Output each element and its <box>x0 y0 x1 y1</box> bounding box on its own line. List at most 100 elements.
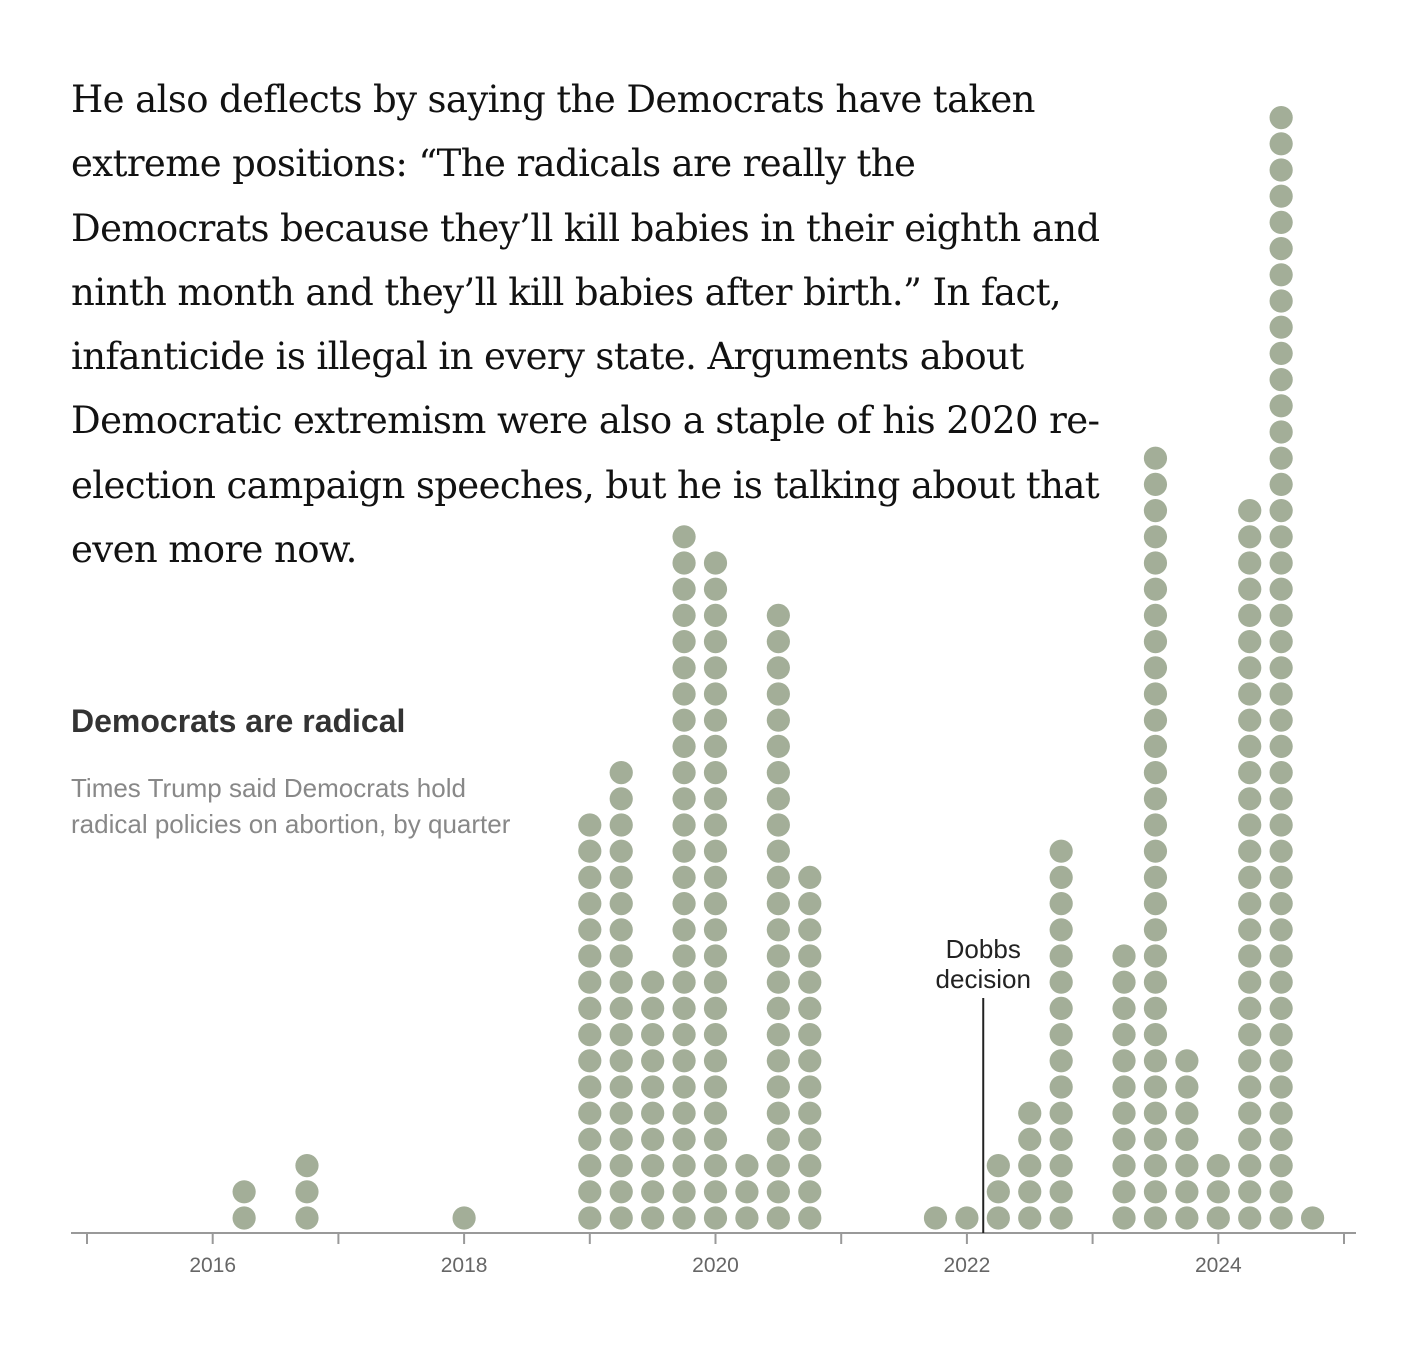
data-dot <box>703 1101 728 1125</box>
data-dot <box>798 1206 822 1230</box>
data-dot <box>1143 787 1168 811</box>
data-dot <box>672 656 696 680</box>
data-dot <box>578 1023 602 1047</box>
data-dot <box>1238 761 1262 785</box>
data-dot <box>1269 996 1293 1021</box>
data-dot <box>1112 1127 1136 1151</box>
data-dot <box>1049 839 1073 863</box>
data-dot <box>703 1075 728 1099</box>
data-dot <box>1269 892 1293 916</box>
data-dot <box>1269 813 1293 837</box>
data-dot <box>766 1049 790 1073</box>
data-dot <box>1269 1127 1293 1151</box>
data-dot <box>641 1049 665 1073</box>
data-dot <box>1269 551 1293 575</box>
data-dot <box>1018 1101 1042 1125</box>
data-dot <box>1269 263 1293 287</box>
data-dot <box>1269 708 1293 732</box>
data-dot <box>609 839 633 863</box>
data-dot <box>1143 656 1168 680</box>
data-dot <box>766 630 790 654</box>
data-dot <box>798 1154 822 1178</box>
data-dot <box>766 708 790 732</box>
chart-title: Democrats are radical <box>71 703 406 739</box>
data-dot <box>641 1127 665 1151</box>
data-dot <box>1269 446 1293 470</box>
data-dot <box>1269 368 1293 392</box>
data-dot <box>1269 1154 1293 1178</box>
data-dot <box>1238 1023 1262 1047</box>
data-dot <box>766 944 790 968</box>
data-dot <box>672 525 696 549</box>
data-dot <box>1269 630 1293 654</box>
data-dot <box>1238 1101 1262 1125</box>
data-dot <box>1269 499 1293 523</box>
data-dot <box>798 1101 822 1125</box>
data-dot <box>1112 944 1136 968</box>
data-dot <box>703 577 728 601</box>
dot-column <box>1238 499 1262 1230</box>
data-dot <box>1269 158 1293 182</box>
data-dot <box>1112 1049 1136 1073</box>
data-dot <box>609 865 633 890</box>
data-dot <box>1206 1154 1230 1178</box>
data-dot <box>672 970 696 994</box>
data-dot <box>1269 1023 1293 1047</box>
data-dot <box>452 1206 476 1230</box>
data-dot <box>1269 1101 1293 1125</box>
data-dot <box>1269 865 1293 890</box>
x-tick-label: 2018 <box>441 1254 488 1277</box>
data-dot <box>1269 839 1293 863</box>
data-dot <box>672 603 696 628</box>
data-dot <box>766 1075 790 1099</box>
data-dot <box>1269 682 1293 706</box>
data-dot <box>766 1023 790 1047</box>
data-dot <box>766 839 790 863</box>
data-dot <box>703 734 728 759</box>
data-dot <box>1175 1127 1199 1151</box>
data-dot <box>986 1206 1010 1230</box>
data-dot <box>1206 1206 1230 1230</box>
data-dot <box>1143 1206 1168 1230</box>
data-dot <box>1238 813 1262 837</box>
data-dot <box>1238 970 1262 994</box>
data-dot <box>703 1180 728 1204</box>
data-dot <box>1143 1154 1168 1178</box>
data-dot <box>1143 1075 1168 1099</box>
dot-column <box>452 1206 476 1230</box>
data-dot <box>986 1180 1010 1204</box>
data-dot <box>578 1127 602 1151</box>
data-dot <box>1238 656 1262 680</box>
data-dot <box>1269 787 1293 811</box>
data-dot <box>609 944 633 968</box>
data-dot <box>1143 1049 1168 1073</box>
data-dot <box>672 630 696 654</box>
data-dot <box>735 1206 759 1230</box>
data-dot <box>766 1154 790 1178</box>
data-dot <box>703 656 728 680</box>
data-dot <box>578 865 602 890</box>
data-dot <box>295 1206 319 1230</box>
data-dot <box>578 970 602 994</box>
data-dot <box>703 682 728 706</box>
data-dot <box>1143 1023 1168 1047</box>
dot-column <box>1049 839 1073 1230</box>
chart-subtitle: Times Trump said Democrats hold radical … <box>71 773 511 839</box>
data-dot <box>1269 237 1293 261</box>
data-dot <box>1018 1127 1042 1151</box>
dot-column <box>923 1206 948 1230</box>
data-dot <box>295 1154 319 1178</box>
data-dot <box>1238 708 1262 732</box>
data-dot <box>641 1206 665 1230</box>
data-dot <box>703 944 728 968</box>
data-dot <box>232 1206 256 1230</box>
data-dot <box>672 839 696 863</box>
data-dot <box>578 1101 602 1125</box>
data-dot <box>1143 472 1168 496</box>
dot-column <box>1018 1101 1042 1230</box>
annotation-label: Dobbs <box>946 934 1021 964</box>
annotation-label: decision <box>936 964 1031 994</box>
data-dot <box>703 603 728 628</box>
data-dot <box>641 996 665 1021</box>
data-dot <box>609 996 633 1021</box>
